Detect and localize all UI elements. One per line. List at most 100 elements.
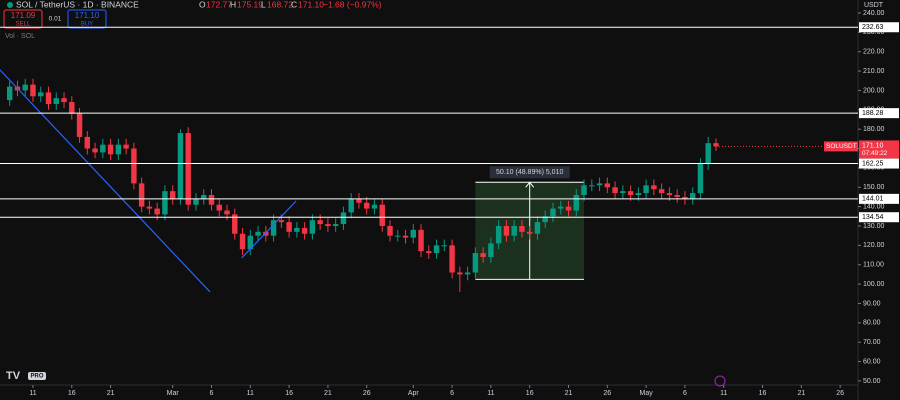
candle-body bbox=[146, 206, 153, 209]
candle-body bbox=[713, 143, 719, 147]
candle-body bbox=[589, 185, 595, 187]
y-tick-label: 240.00 bbox=[863, 10, 885, 17]
trendline bbox=[0, 69, 211, 293]
events-icon[interactable] bbox=[714, 375, 726, 387]
level-label: 144.01 bbox=[862, 196, 884, 203]
x-tick-label: 16 bbox=[285, 390, 293, 397]
y-tick-label: 110.00 bbox=[863, 262, 884, 269]
candle-body bbox=[488, 243, 494, 257]
candle-body bbox=[286, 222, 292, 232]
y-tick-label: 90.00 bbox=[863, 300, 881, 307]
candle-body bbox=[682, 196, 688, 199]
candle-body bbox=[519, 226, 525, 232]
candle-body bbox=[340, 212, 347, 225]
candle-body bbox=[534, 222, 541, 234]
candle-body bbox=[550, 208, 556, 217]
x-tick-label: 11 bbox=[29, 390, 36, 397]
candle-body bbox=[495, 226, 502, 244]
l-value: 168.72 bbox=[267, 0, 293, 9]
candle-body bbox=[511, 226, 517, 236]
x-tick-label: Apr bbox=[408, 390, 420, 397]
y-tick-label: 70.00 bbox=[863, 339, 881, 346]
x-tick-label: 11 bbox=[487, 390, 494, 397]
candle-body bbox=[402, 235, 409, 238]
x-tick-label: 11 bbox=[247, 390, 254, 397]
l-label: L bbox=[261, 0, 266, 9]
symbol: SOL / TetherUS · 1D · BINANCE bbox=[16, 0, 139, 9]
candle-body bbox=[426, 251, 432, 254]
price-tag-value: 171.10 bbox=[862, 142, 884, 149]
candle-body bbox=[379, 204, 385, 227]
y-tick-label: 50.00 bbox=[863, 378, 881, 385]
candle-body bbox=[620, 191, 626, 194]
x-tick-label: 6 bbox=[210, 390, 214, 397]
x-tick-label: 16 bbox=[526, 390, 534, 397]
candle-body bbox=[395, 235, 401, 237]
measure-arrowhead bbox=[525, 181, 535, 188]
y-tick-label: 120.00 bbox=[863, 242, 885, 249]
symbol-tag bbox=[824, 141, 858, 152]
sell-price[interactable]: 171.09 bbox=[11, 11, 36, 20]
x-tick-label: May bbox=[640, 390, 654, 397]
candle-body bbox=[472, 253, 479, 273]
buy-price[interactable]: 171.10 bbox=[75, 11, 100, 20]
candle-body bbox=[364, 202, 370, 209]
candle-body bbox=[464, 272, 471, 275]
candle-body bbox=[208, 195, 215, 205]
x-tick-label: 21 bbox=[797, 390, 805, 397]
candle-body bbox=[301, 227, 308, 234]
x-tick-label: 21 bbox=[565, 390, 573, 397]
candle-body bbox=[581, 185, 587, 196]
x-tick-label: 6 bbox=[450, 390, 454, 397]
candle-body bbox=[123, 144, 129, 149]
candle-body bbox=[705, 143, 711, 165]
sell-button[interactable] bbox=[3, 9, 43, 29]
candle-body bbox=[558, 206, 564, 209]
logo-badge-bg bbox=[28, 372, 46, 380]
status-dot bbox=[7, 2, 13, 8]
y-tick-label: 130.00 bbox=[863, 223, 885, 230]
x-tick-label: 16 bbox=[759, 390, 767, 397]
candle-body bbox=[348, 198, 354, 213]
level-label: 134.54 bbox=[862, 214, 884, 221]
currency[interactable]: USDT bbox=[864, 2, 884, 9]
candle-body bbox=[193, 198, 199, 205]
candle-body bbox=[270, 220, 277, 236]
candle-body bbox=[371, 204, 378, 209]
candle-body bbox=[433, 245, 440, 254]
level-tag bbox=[859, 212, 899, 223]
y-tick-label: 150.00 bbox=[863, 184, 885, 191]
measure-label: 50.10 (48.89%) 5,010 bbox=[496, 169, 563, 176]
buy-label[interactable]: BUY bbox=[81, 22, 93, 28]
h-value: 175.19 bbox=[237, 0, 263, 9]
candle-body bbox=[53, 98, 59, 104]
sell-label[interactable]: SELL bbox=[16, 22, 31, 28]
buy-button[interactable] bbox=[67, 9, 107, 29]
candle-body bbox=[480, 253, 486, 257]
candle-body bbox=[169, 191, 176, 199]
candle-body bbox=[45, 92, 52, 104]
x-tick-label: 26 bbox=[363, 390, 371, 397]
candle-body bbox=[651, 185, 657, 190]
candle-body bbox=[317, 220, 323, 225]
spread: 0.01 bbox=[49, 16, 62, 23]
c-value: 171.10 bbox=[298, 0, 324, 9]
x-tick-label: 26 bbox=[836, 390, 844, 397]
candle-body bbox=[503, 226, 510, 236]
candle-body bbox=[154, 208, 160, 215]
candle-body bbox=[38, 92, 44, 97]
candle-body bbox=[387, 226, 393, 236]
candle-body bbox=[596, 183, 603, 186]
candle-body bbox=[115, 144, 122, 155]
candle-body bbox=[573, 195, 579, 211]
o-label: O bbox=[199, 0, 206, 9]
candle-body bbox=[138, 183, 145, 207]
volume-label: Vol · SOL bbox=[5, 33, 35, 40]
candle-body bbox=[542, 216, 548, 223]
measure-label-bg bbox=[489, 166, 570, 179]
candle-body bbox=[325, 224, 331, 227]
candle-body bbox=[22, 84, 28, 91]
candle-body bbox=[449, 245, 455, 273]
change: −1.68 (−0.97%) bbox=[323, 0, 382, 9]
